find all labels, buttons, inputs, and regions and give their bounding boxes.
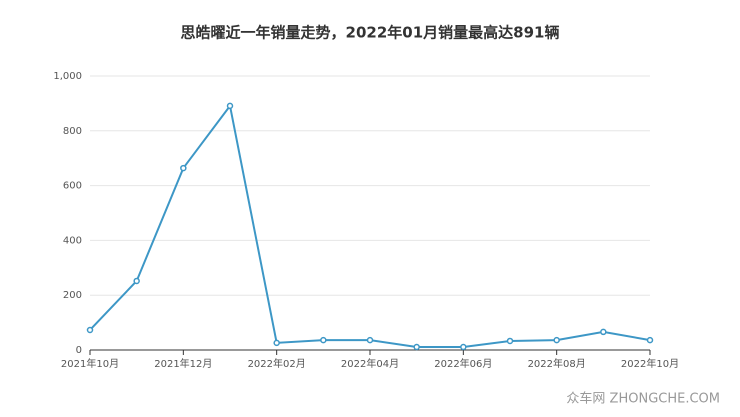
y-tick-label: 400 (63, 235, 82, 246)
point (460, 343, 467, 351)
x-tick-label: 2022年10月 (621, 357, 679, 370)
line (89, 103, 651, 348)
x-tick-label: 2022年02月 (248, 357, 306, 370)
point (86, 326, 94, 334)
y-tick-label: 200 (63, 290, 82, 301)
y-tick-label: 1,000 (53, 71, 82, 82)
y-tick-label: 0 (76, 345, 82, 356)
point (600, 328, 607, 336)
point (180, 164, 187, 172)
point (366, 336, 374, 344)
y-tick-label: 600 (63, 181, 82, 192)
x-tick-label: 2022年08月 (528, 357, 586, 370)
point (646, 336, 654, 344)
point (133, 277, 140, 285)
point (413, 343, 420, 351)
y-tick-label: 800 (63, 126, 82, 137)
x-tick-label: 2022年06月 (434, 357, 492, 370)
point (273, 339, 280, 347)
chart-title: 思皓曜近一年销量走势，2022年01月销量最高达891辆 (181, 24, 560, 42)
point (506, 337, 514, 345)
x-tick-label: 2021年12月 (154, 357, 212, 370)
x-tick-label: 2021年10月 (61, 357, 119, 370)
point (320, 336, 327, 344)
watermark: 众车网 ZHONGCHE.COM (566, 391, 720, 407)
point (553, 336, 560, 344)
x-tick-label: 2022年04月 (341, 357, 399, 370)
point (226, 102, 234, 110)
